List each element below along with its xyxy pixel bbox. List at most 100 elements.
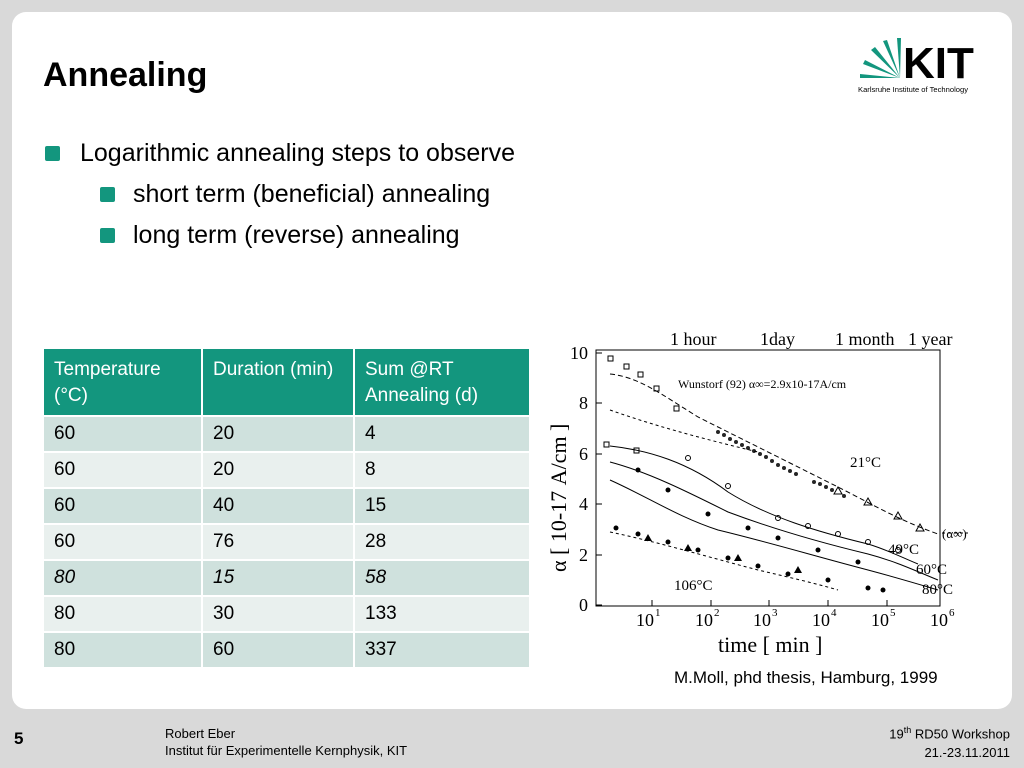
y-tick-label: 6: [579, 444, 588, 464]
dense-data-cluster: [716, 430, 846, 498]
table-cell: 337: [353, 631, 531, 669]
footer-institute: Institut für Experimentelle Kernphysik, …: [165, 743, 408, 758]
data-point: [637, 371, 644, 378]
data-point: [895, 547, 901, 553]
x-tick-label: 10: [753, 610, 771, 630]
data-point: [893, 510, 903, 520]
bullet-marker-icon: [45, 146, 60, 161]
data-point: [880, 587, 886, 593]
column-header-sum-rt: Sum @RT Annealing (d): [353, 347, 531, 417]
table-cell: 60: [42, 523, 203, 561]
annealing-figure: 1 hour 1day 1 month 1 year 0 2 4 6 8 10 …: [546, 329, 968, 657]
table-cell: 20: [201, 451, 355, 489]
data-point: [755, 563, 761, 569]
curve-label-106c: 106°C: [674, 578, 713, 594]
data-point: [745, 525, 751, 531]
y-tick-marks: [596, 352, 941, 606]
table-cell: 15: [201, 559, 355, 597]
wunstorf-annotation: Wunstorf (92) α∞=2.9x10-17A/cm: [678, 377, 847, 391]
bullet-text: long term (reverse) annealing: [133, 221, 460, 249]
data-point: [805, 523, 811, 529]
footer-workshop-suffix: th: [903, 725, 912, 735]
data-point: [665, 539, 671, 545]
data-point: [855, 559, 861, 565]
y-tick-label: 2: [579, 545, 588, 565]
bullet-text: Logarithmic annealing steps to observe: [80, 139, 515, 167]
data-point: [915, 522, 925, 532]
table-cell: 80: [42, 559, 203, 597]
figure-caption: M.Moll, phd thesis, Hamburg, 1999: [674, 668, 938, 687]
column-header-duration: Duration (min): [201, 347, 355, 417]
curve-label-80c: 80°C: [922, 582, 953, 598]
table-row: 60 20 4: [42, 415, 531, 453]
data-point: [833, 485, 843, 495]
kit-logo: KIT Karlsruhe Institute of Technology: [858, 38, 974, 94]
data-point: [665, 487, 671, 493]
footer-event-block: 19th RD50 Workshop 21.-23.11.2011: [889, 721, 1010, 762]
top-label: 1 year: [908, 329, 952, 349]
x-tick-exponent: 4: [831, 607, 837, 619]
data-point: [613, 525, 619, 531]
data-point: [865, 585, 871, 591]
curve-label-49c: 49°C: [888, 542, 919, 558]
data-point: [644, 534, 652, 541]
y-tick-label: 10: [570, 343, 588, 363]
footer-workshop: 19th RD50 Workshop: [889, 721, 1010, 743]
dashed-reference-line: [609, 409, 759, 453]
data-point: [794, 566, 802, 573]
page-number: 5: [14, 729, 24, 748]
table-cell: 60: [42, 487, 203, 525]
x-tick-label: 10: [812, 610, 830, 630]
x-tick-exponent: 2: [714, 607, 720, 619]
footer-author-block: Robert Eber Institut für Experimentelle …: [165, 725, 407, 759]
column-header-temperature: Temperature (°C): [42, 347, 203, 417]
y-tick-label: 0: [579, 595, 588, 615]
table-cell: 30: [201, 595, 355, 633]
data-point: [825, 577, 831, 583]
footer-dates: 21.-23.11.2011: [924, 745, 1010, 761]
y-tick-label: 4: [579, 494, 588, 514]
x-tick-exponent: 6: [949, 607, 955, 619]
table-header-row: Temperature (°C) Duration (min) Sum @RT …: [42, 347, 531, 417]
data-point: [865, 539, 871, 545]
x-tick-exponent: 5: [890, 607, 896, 619]
data-point: [673, 405, 680, 412]
table-row: 60 76 28: [42, 523, 531, 561]
kit-logo-text: KIT: [903, 39, 974, 88]
table-cell: 76: [201, 523, 355, 561]
footer-workshop-name: RD50 Workshop: [911, 726, 1010, 742]
y-tick-label: 8: [579, 393, 588, 413]
data-point: [635, 467, 641, 473]
curve-60c: [609, 461, 939, 581]
table-cell: 60: [42, 415, 203, 453]
data-point: [785, 571, 791, 577]
table-cell: 60: [201, 631, 355, 669]
x-tick-label: 10: [695, 610, 713, 630]
data-point: [607, 355, 614, 362]
data-point: [633, 447, 640, 454]
data-point: [725, 555, 731, 561]
table-cell: 28: [353, 523, 531, 561]
data-point: [815, 547, 821, 553]
kit-logo-subtitle: Karlsruhe Institute of Technology: [858, 85, 968, 94]
data-point: [623, 363, 630, 370]
bullet-item: Logarithmic annealing steps to observe: [45, 138, 515, 179]
data-point: [863, 496, 873, 506]
data-point: [705, 511, 711, 517]
data-point: [775, 535, 781, 541]
table-cell: 8: [353, 451, 531, 489]
table-cell: 58: [353, 559, 531, 597]
table-cell: 80: [42, 595, 203, 633]
annealing-steps-table: Temperature (°C) Duration (min) Sum @RT …: [42, 347, 531, 669]
table-cell: 20: [201, 415, 355, 453]
x-tick-label: 10: [636, 610, 654, 630]
table-cell: 4: [353, 415, 531, 453]
curve-label-21c: 21°C: [850, 455, 881, 471]
x-tick-label: 10: [871, 610, 889, 630]
table-row: 60 40 15: [42, 487, 531, 525]
curve-80c: [609, 479, 939, 591]
table-row: 60 20 8: [42, 451, 531, 489]
bullet-item: short term (beneficial) annealing: [45, 179, 515, 220]
top-label: 1day: [760, 329, 795, 349]
top-label: 1 hour: [670, 329, 717, 349]
